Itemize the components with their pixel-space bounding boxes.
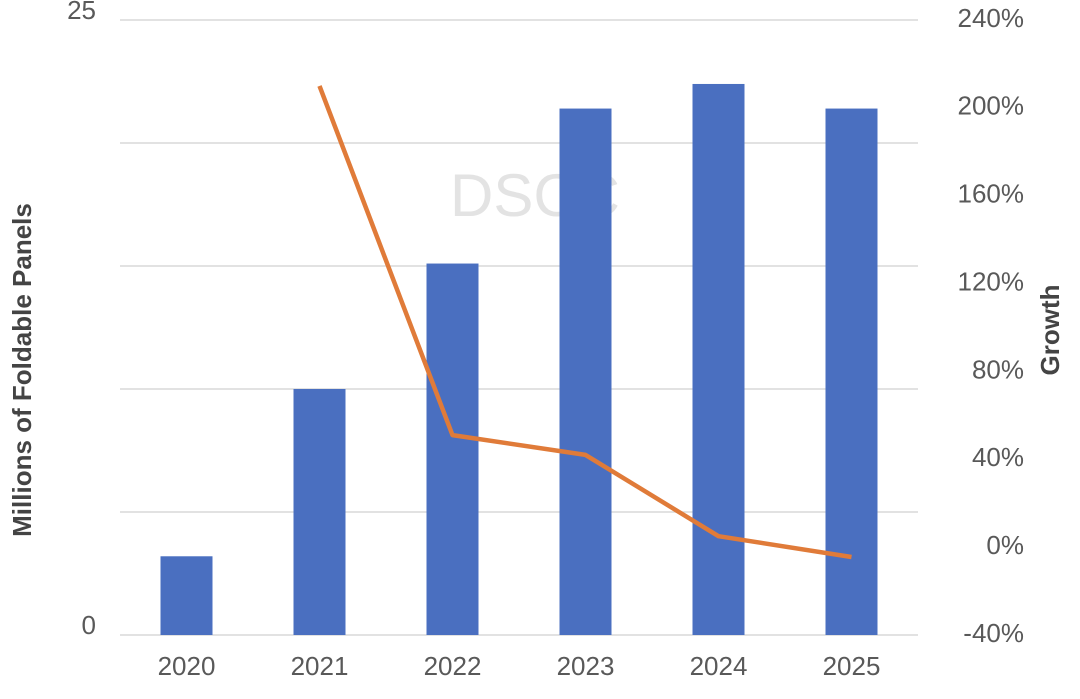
y2-tick-label: 80%	[972, 354, 1024, 384]
y2-tick-label: 40%	[972, 442, 1024, 472]
y-axis-title: Millions of Foldable Panels	[7, 203, 37, 537]
bar	[293, 389, 346, 635]
bar	[160, 556, 213, 635]
bar	[692, 83, 745, 635]
y2-tick-label: 240%	[958, 3, 1025, 33]
y2-tick-label: -40%	[963, 618, 1024, 648]
y-tick-label: 0	[82, 610, 96, 640]
x-tick-label: 2023	[557, 651, 615, 681]
x-tick-label: 2020	[158, 651, 216, 681]
bar	[559, 108, 612, 635]
x-tick-label: 2025	[823, 651, 881, 681]
y2-tick-label: 160%	[958, 179, 1025, 209]
x-tick-label: 2021	[291, 651, 349, 681]
bar	[825, 108, 878, 635]
x-tick-label: 2022	[424, 651, 482, 681]
y2-tick-label: 0%	[986, 530, 1024, 560]
bar	[426, 263, 479, 635]
y-tick-label: 25	[67, 0, 96, 25]
y2-tick-label: 120%	[958, 266, 1025, 296]
x-tick-label: 2024	[690, 651, 748, 681]
y2-axis-title: Growth	[1035, 285, 1065, 376]
growth-line	[317, 85, 852, 560]
y2-tick-label: 200%	[958, 91, 1025, 121]
